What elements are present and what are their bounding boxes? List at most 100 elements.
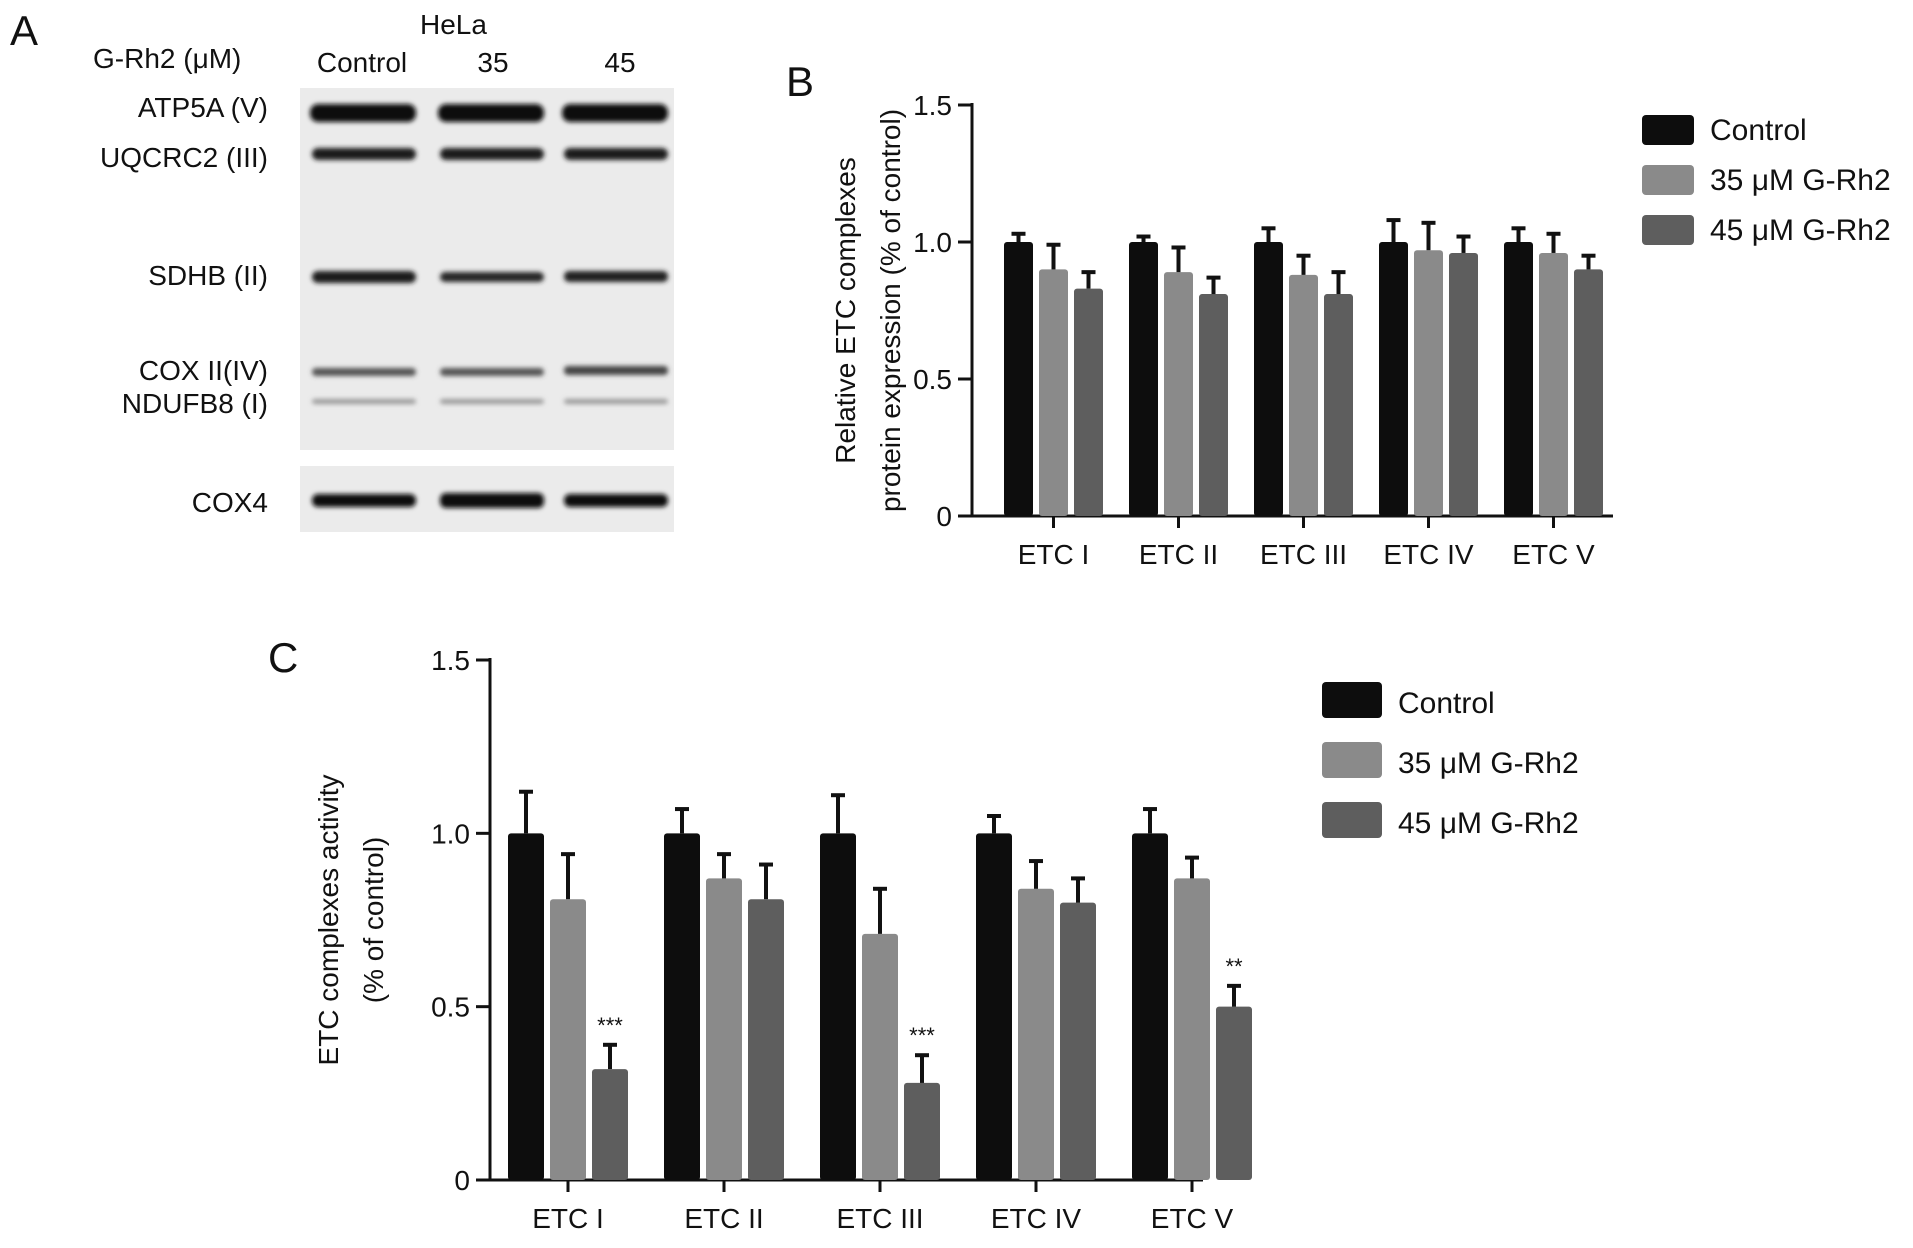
bar	[1289, 274, 1318, 516]
band-sdhb-control	[312, 271, 416, 283]
blot-membrane-lower	[300, 466, 674, 532]
legend-swatch	[1322, 802, 1382, 838]
y-tick-label: 1.5	[431, 645, 470, 676]
x-tick-label: ETC V	[1151, 1203, 1234, 1234]
bar	[862, 933, 898, 1180]
panel-b-chart: B 0 0.5 1.0 1.5 Relative ETC complexes protei…	[786, 58, 1891, 570]
bar	[1574, 269, 1603, 516]
x-tick-label: ETC I	[532, 1203, 604, 1234]
band-label-cox2: COX II(IV)	[139, 355, 268, 386]
bar	[1164, 272, 1193, 516]
bar	[1060, 902, 1096, 1180]
band-label-uqcrc2: UQCRC2 (III)	[100, 142, 268, 173]
bar	[1039, 269, 1068, 516]
band-sdhb-35	[440, 272, 544, 282]
band-label-ndufb8: NDUFB8 (I)	[122, 388, 268, 419]
bar	[1324, 294, 1353, 516]
x-tick-label: ETC II	[684, 1203, 763, 1234]
band-uqcrc2-35	[440, 148, 544, 160]
panel-letter-b: B	[786, 58, 814, 105]
y-axis-title-line: Relative ETC complexes	[830, 157, 861, 464]
lane-label-control: Control	[317, 47, 407, 78]
band-label-sdhb: SDHB (II)	[148, 260, 268, 291]
y-axis-title-line: protein expression (% of control)	[875, 109, 906, 512]
bar	[976, 833, 1012, 1180]
x-tick-label: ETC II	[1139, 539, 1218, 570]
lane-label-45: 45	[604, 47, 635, 78]
band-cox4-control	[312, 494, 416, 507]
x-tick-label: ETC I	[1018, 539, 1090, 570]
legend-entry: Control	[1398, 687, 1495, 720]
band-uqcrc2-control	[312, 148, 416, 160]
band-ndufb8-45	[564, 399, 668, 404]
legend-entry: 35 μM G-Rh2	[1398, 747, 1579, 780]
bar	[748, 899, 784, 1180]
bar	[1018, 888, 1054, 1180]
x-tick-label: ETC V	[1512, 539, 1595, 570]
x-tick-label: ETC IV	[991, 1203, 1082, 1234]
blot-membrane-upper	[300, 88, 674, 450]
band-label-cox4: COX4	[192, 487, 268, 518]
significance-label: ***	[597, 1013, 623, 1038]
significance-label: **	[1225, 954, 1243, 979]
x-tick-label: ETC III	[1260, 539, 1347, 570]
bar	[1174, 878, 1210, 1180]
legend-entry: Control	[1710, 114, 1807, 147]
band-cox2-control	[312, 368, 416, 376]
y-axis-title-line: ETC complexes activity	[313, 775, 344, 1066]
lane-label-35: 35	[477, 47, 508, 78]
y-tick-label: 0.5	[431, 992, 470, 1023]
bar	[1539, 252, 1568, 516]
bar	[1254, 242, 1283, 516]
bar	[508, 833, 544, 1180]
bar	[1199, 294, 1228, 516]
legend-swatch	[1642, 115, 1694, 145]
bar	[904, 1082, 940, 1180]
bar	[1216, 1006, 1252, 1180]
bar	[1074, 288, 1103, 516]
band-atp5a-35	[438, 104, 544, 122]
bar	[1132, 833, 1168, 1180]
panel-a: A HeLa G-Rh2 (μM) Control 35 45 ATP5A (V…	[10, 7, 674, 532]
y-axis-title-line: (% of control)	[358, 837, 389, 1004]
significance-label: ***	[909, 1023, 935, 1048]
legend-swatch	[1642, 165, 1694, 195]
band-cox4-35	[440, 493, 544, 508]
y-tick-label: 0.5	[913, 364, 952, 395]
bar	[550, 899, 586, 1180]
panel-letter-c: C	[268, 634, 298, 681]
band-atp5a-control	[310, 104, 416, 122]
bar	[1414, 250, 1443, 516]
band-sdhb-45	[564, 271, 668, 282]
band-cox4-45	[564, 494, 668, 507]
legend-swatch	[1642, 215, 1694, 245]
legend-swatch	[1322, 682, 1382, 718]
bar	[1004, 242, 1033, 516]
band-ndufb8-35	[440, 399, 544, 404]
band-label-atp5a: ATP5A (V)	[138, 92, 268, 123]
y-tick-label: 1.0	[913, 227, 952, 258]
y-tick-label: 0	[936, 501, 952, 532]
band-cox2-45	[564, 366, 668, 375]
bar	[1449, 252, 1478, 516]
bar	[820, 833, 856, 1180]
x-tick-label: ETC IV	[1383, 539, 1474, 570]
bar	[706, 878, 742, 1180]
band-uqcrc2-45	[564, 148, 668, 160]
legend-entry: 35 μM G-Rh2	[1710, 164, 1891, 197]
legend-swatch	[1322, 742, 1382, 778]
panel-letter-a: A	[10, 7, 38, 54]
cell-line-label: HeLa	[420, 9, 487, 40]
legend-entry: 45 μM G-Rh2	[1710, 214, 1891, 247]
y-tick-label: 0	[454, 1165, 470, 1196]
y-tick-label: 1.5	[913, 90, 952, 121]
bar	[592, 1069, 628, 1180]
band-atp5a-45	[562, 104, 668, 122]
band-ndufb8-control	[312, 399, 416, 404]
x-tick-label: ETC III	[836, 1203, 923, 1234]
bar	[664, 833, 700, 1180]
bar	[1504, 242, 1533, 516]
treatment-label: G-Rh2 (μM)	[93, 43, 241, 74]
bar	[1379, 242, 1408, 516]
